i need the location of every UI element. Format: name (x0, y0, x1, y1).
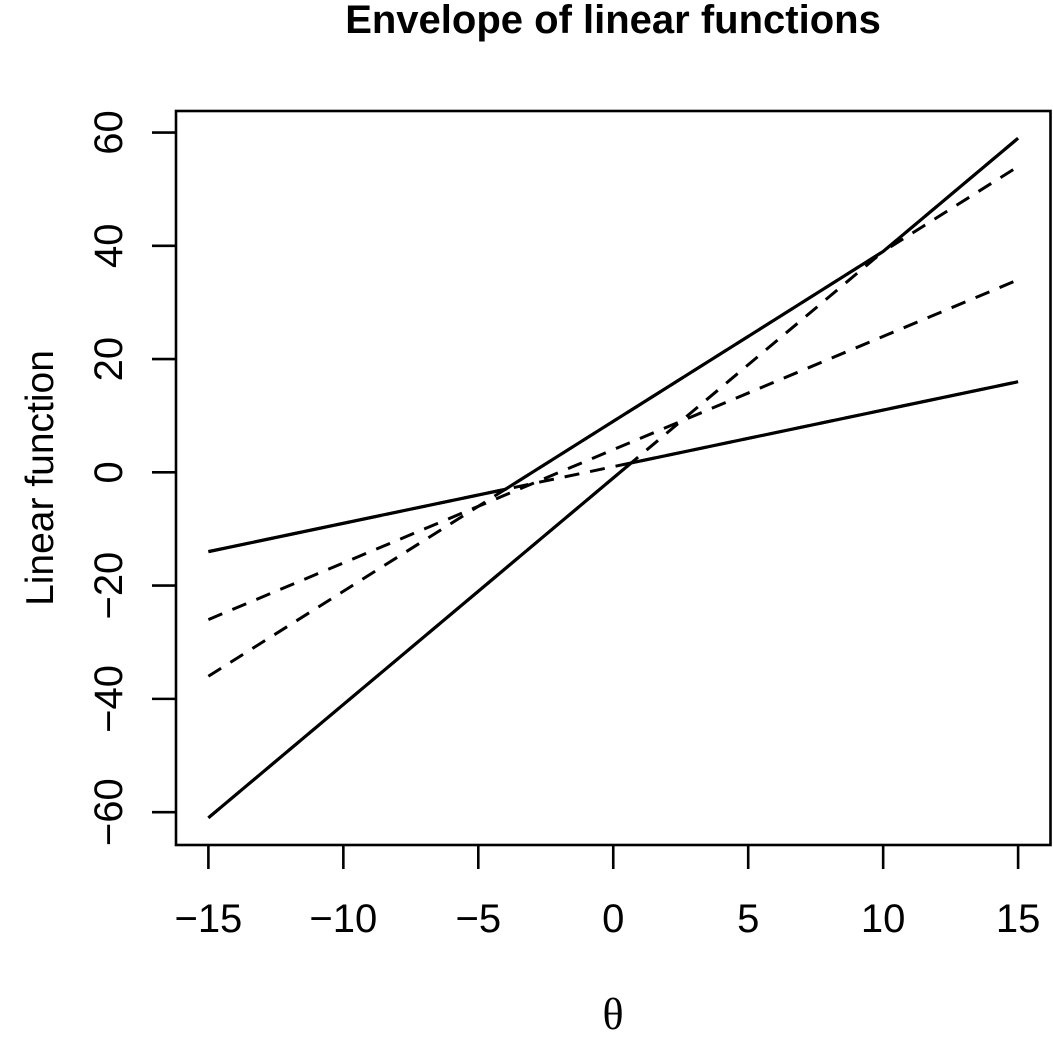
y-tick-label: −40 (87, 665, 131, 733)
x-axis-label: θ (602, 990, 623, 1033)
y-axis-label: Linear function (19, 350, 62, 606)
plot-lines (207, 136, 1020, 820)
x-tick-label: 15 (996, 897, 1041, 941)
x-tick-label: 10 (861, 897, 906, 941)
y-tick-label: 40 (87, 224, 131, 269)
x-tick-label: −15 (174, 897, 242, 941)
y-axis-ticks: −60 −40 −20 0 20 40 60 (87, 110, 176, 846)
lower-envelope-line (207, 380, 1019, 820)
y-tick-label: 0 (87, 461, 131, 483)
y-tick-label: −20 (87, 552, 131, 620)
upper-envelope-line (208, 136, 1020, 554)
x-tick-label: 0 (602, 897, 624, 941)
linear-function-slope-2-line (207, 278, 1019, 621)
y-tick-label: −60 (87, 778, 131, 846)
plot-box (174, 109, 1052, 847)
x-tick-label: 5 (737, 897, 759, 941)
chart-title: Envelope of linear functions (345, 0, 881, 42)
y-tick-label: 20 (87, 337, 131, 382)
x-tick-label: −5 (455, 897, 501, 941)
x-tick-label: −10 (309, 897, 377, 941)
x-axis-ticks: −15 −10 −5 0 5 10 15 (174, 845, 1040, 941)
y-tick-label: 60 (87, 110, 131, 155)
